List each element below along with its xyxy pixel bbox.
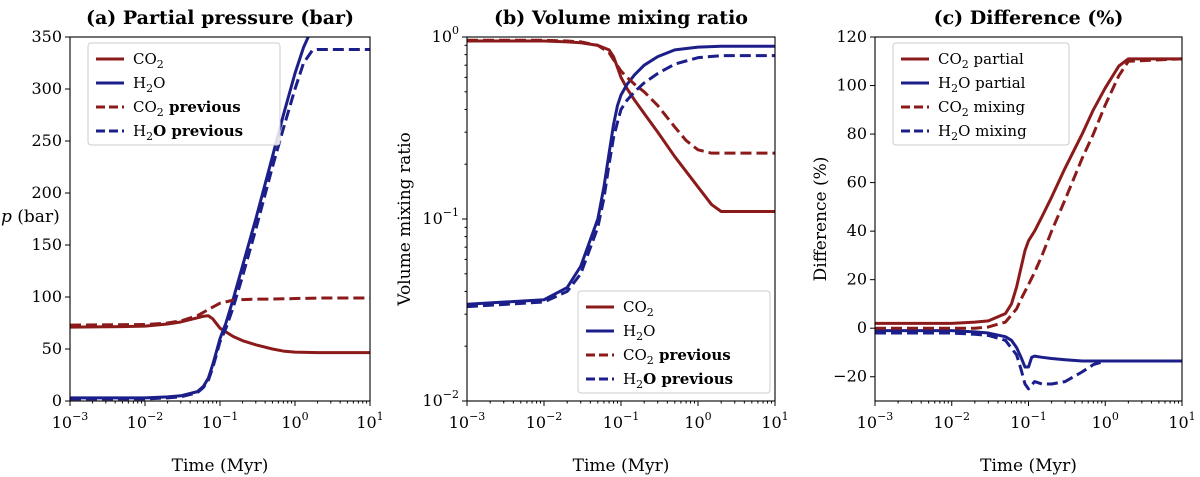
x-tick-label: 10−3 bbox=[449, 410, 486, 432]
x-axis-label: Time (Myr) bbox=[980, 456, 1077, 476]
legend: CO2 H2O CO2 previous H2O previous bbox=[577, 290, 771, 394]
series-line-h2o-previous bbox=[70, 47, 370, 401]
y-tick-label: 10−2 bbox=[422, 388, 459, 410]
x-tick-label: 100 bbox=[1092, 410, 1119, 432]
chart-title: (a) Partial pressure (bar) bbox=[86, 7, 354, 29]
panel-a: (a) Partial pressure (bar) 10−3 10−2 10−1 10… bbox=[1, 7, 384, 476]
legend-box bbox=[892, 42, 1070, 146]
x-tick-label: 10−2 bbox=[933, 410, 970, 432]
legend-label: CO2 mixing bbox=[938, 98, 1025, 119]
y-tick-label: 200 bbox=[31, 183, 62, 202]
series-line-co2-mixing bbox=[875, 57, 1182, 330]
legend-label: H2O mixing bbox=[938, 122, 1027, 143]
legend: CO2 partial H2O partial CO2 mixing H2O mixi… bbox=[892, 42, 1070, 146]
series-line-co2-previous bbox=[467, 38, 775, 155]
legend-label: CO2 previous bbox=[623, 346, 731, 367]
y-tick-label: 100 bbox=[31, 287, 62, 306]
legend-label: H2O previous bbox=[623, 370, 733, 391]
x-tick-label: 10−2 bbox=[526, 410, 563, 432]
y-tick-label: 40 bbox=[847, 221, 867, 240]
series-line-h2o-partial bbox=[875, 329, 1182, 369]
series-line-h2o-previous bbox=[467, 54, 775, 309]
x-tick-label: 101 bbox=[1168, 410, 1195, 432]
y-axis-label: p (bar) bbox=[1, 207, 60, 227]
y-tick-label: 100 bbox=[432, 24, 459, 46]
series-line-co2-previous bbox=[70, 296, 370, 327]
y-axis-label: Volume mixing ratio bbox=[395, 132, 415, 307]
x-tick-label: 10−2 bbox=[127, 410, 164, 432]
x-tick-label: 100 bbox=[281, 410, 308, 432]
y-tick-label: 120 bbox=[836, 27, 867, 46]
legend-box bbox=[577, 290, 771, 394]
x-tick-label: 10−1 bbox=[202, 410, 239, 432]
legend-label: H2O partial bbox=[938, 74, 1026, 95]
legend-label: H2O previous bbox=[133, 122, 243, 143]
series-line-h2o bbox=[70, 37, 310, 400]
y-axis-label: Difference (%) bbox=[811, 157, 831, 282]
y-tick-label: 0 bbox=[52, 391, 62, 410]
y-tick-label: 150 bbox=[31, 235, 62, 254]
series-line-co2 bbox=[70, 314, 370, 355]
y-tick-label: 20 bbox=[847, 270, 867, 289]
y-tick-label: 0 bbox=[857, 318, 867, 337]
legend-label: CO2 bbox=[623, 298, 654, 319]
y-tick-label: 250 bbox=[31, 131, 62, 150]
chart-title: (c) Difference (%) bbox=[934, 7, 1124, 29]
x-tick-label: 10−3 bbox=[52, 410, 89, 432]
y-tick-label: 10−1 bbox=[422, 206, 459, 228]
legend-label: H2O bbox=[133, 74, 165, 95]
legend: CO2 H2O CO2 previous H2O previous bbox=[87, 42, 281, 146]
series-line-h2o-mixing bbox=[875, 331, 1182, 391]
x-tick-label: 101 bbox=[761, 410, 788, 432]
x-tick-label: 100 bbox=[684, 410, 711, 432]
series-line-h2o bbox=[467, 44, 775, 306]
y-tick-label: −20 bbox=[833, 367, 867, 386]
x-tick-label: 10−1 bbox=[1010, 410, 1047, 432]
x-axis-label: Time (Myr) bbox=[573, 456, 670, 476]
series-group bbox=[875, 57, 1182, 391]
x-tick-label: 101 bbox=[356, 410, 383, 432]
series-group bbox=[70, 37, 370, 401]
y-tick-label: 80 bbox=[847, 124, 867, 143]
legend-label: CO2 bbox=[133, 50, 164, 71]
legend-label: CO2 partial bbox=[938, 50, 1024, 71]
series-line-co2-partial bbox=[875, 57, 1182, 325]
chart-title: (b) Volume mixing ratio bbox=[494, 7, 748, 29]
y-tick-label: 50 bbox=[42, 339, 62, 358]
panel-c: (c) Difference (%) 10−3 10−2 10−1 100 101 −20 0… bbox=[811, 7, 1196, 476]
legend-label: H2O bbox=[623, 322, 655, 343]
y-tick-label: 300 bbox=[31, 79, 62, 98]
y-tick-label: 100 bbox=[836, 76, 867, 95]
x-axis-label: Time (Myr) bbox=[172, 456, 269, 476]
series-line-co2 bbox=[467, 39, 775, 213]
y-tick-label: 60 bbox=[847, 173, 867, 192]
x-tick-label: 10−3 bbox=[857, 410, 894, 432]
legend-box bbox=[87, 42, 281, 146]
series-group bbox=[467, 38, 775, 309]
y-tick-label: 350 bbox=[31, 27, 62, 46]
legend-label: CO2 previous bbox=[133, 98, 241, 119]
x-tick-label: 10−1 bbox=[603, 410, 640, 432]
